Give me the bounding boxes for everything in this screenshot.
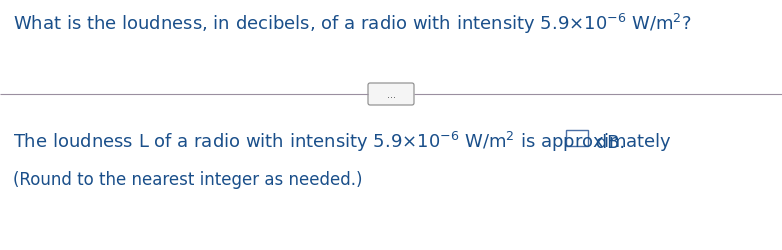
Text: (Round to the nearest integer as needed.): (Round to the nearest integer as needed.…: [13, 170, 363, 188]
FancyBboxPatch shape: [368, 84, 414, 106]
Bar: [566, 130, 588, 146]
Text: What is the loudness, in decibels, of a radio with intensity $5.9{\times}10^{-6}: What is the loudness, in decibels, of a …: [13, 12, 692, 36]
Text: ...: ...: [386, 90, 396, 100]
Text: dB.: dB.: [590, 134, 625, 152]
Text: The loudness L of a radio with intensity $5.9{\times}10^{-6}$ W/m$^{2}$ is appro: The loudness L of a radio with intensity…: [13, 130, 672, 154]
